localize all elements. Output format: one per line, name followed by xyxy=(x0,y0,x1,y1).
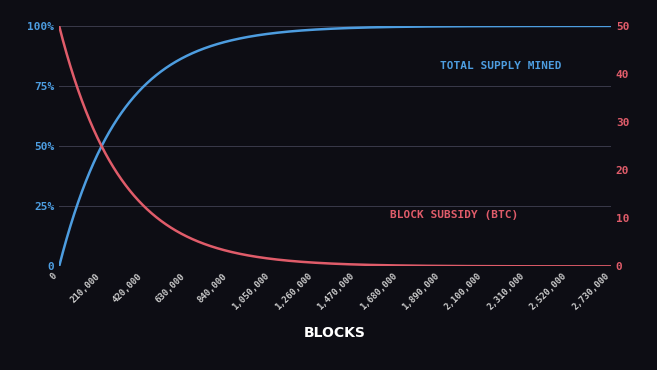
Text: TOTAL SUPPLY MINED: TOTAL SUPPLY MINED xyxy=(440,61,562,71)
X-axis label: BLOCKS: BLOCKS xyxy=(304,326,366,340)
Text: BLOCK SUBSIDY (BTC): BLOCK SUBSIDY (BTC) xyxy=(390,210,518,220)
